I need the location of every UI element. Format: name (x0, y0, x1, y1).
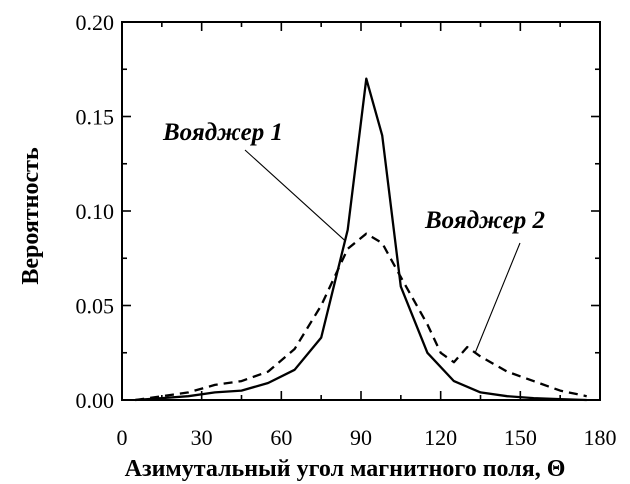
series-line-2 (135, 232, 587, 402)
x-tick-label: 180 (584, 425, 617, 450)
y-tick-labels: 0.00 0.05 0.10 0.15 0.20 (76, 10, 115, 413)
x-axis-title: Азимутальный угол магнитного поля, Θ (125, 456, 566, 482)
annotations: Вояджер 1 Вояджер 2 (162, 119, 545, 353)
x-tick-label: 150 (504, 425, 537, 450)
y-axis-title: Вероятность (18, 147, 44, 285)
annotation-pointer-2 (474, 242, 521, 353)
annotation-label-1: Вояджер 1 (162, 119, 283, 146)
series-line-1 (135, 77, 587, 402)
annotation-pointer-1 (244, 149, 346, 242)
y-tick-label: 0.20 (76, 10, 115, 35)
annotation-label-2: Вояджер 2 (424, 207, 545, 234)
x-tick-label: 0 (117, 425, 128, 450)
x-tick-labels: 0 30 60 90 120 150 180 (117, 425, 617, 450)
y-tick-label: 0.05 (76, 294, 115, 319)
x-tick-label: 60 (270, 425, 292, 450)
x-tick-label: 30 (191, 425, 213, 450)
y-tick-label: 0.15 (76, 105, 115, 130)
x-tick-label: 120 (424, 425, 457, 450)
y-tick-label: 0.00 (76, 388, 115, 413)
x-tick-label: 90 (350, 425, 372, 450)
plot-frame (121, 21, 601, 401)
series-lines (135, 77, 587, 402)
y-tick-label: 0.10 (76, 199, 115, 224)
